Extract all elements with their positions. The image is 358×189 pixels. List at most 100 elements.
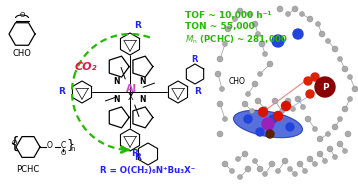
Circle shape — [262, 106, 267, 112]
Circle shape — [217, 101, 223, 107]
Text: CHO: CHO — [13, 50, 32, 59]
Text: R = O(CH₂)₆N⁺Bu₃X⁻: R = O(CH₂)₆N⁺Bu₃X⁻ — [100, 167, 195, 176]
Text: PCHC: PCHC — [16, 164, 40, 174]
Circle shape — [295, 96, 301, 102]
Circle shape — [225, 26, 231, 32]
Circle shape — [352, 86, 358, 92]
Circle shape — [252, 159, 257, 163]
Circle shape — [292, 171, 297, 177]
Circle shape — [276, 169, 281, 174]
Text: n: n — [71, 146, 75, 152]
Circle shape — [250, 108, 255, 114]
Circle shape — [217, 56, 223, 62]
Circle shape — [305, 116, 311, 122]
Polygon shape — [72, 81, 92, 103]
Circle shape — [259, 41, 265, 47]
Text: R: R — [135, 153, 141, 163]
Circle shape — [222, 161, 228, 167]
Circle shape — [244, 115, 252, 123]
Circle shape — [258, 108, 267, 116]
Text: O: O — [11, 140, 17, 146]
Text: R: R — [135, 22, 141, 30]
Circle shape — [348, 74, 353, 80]
Circle shape — [338, 57, 343, 61]
Circle shape — [332, 46, 338, 52]
Circle shape — [290, 106, 295, 112]
Text: }: } — [66, 139, 74, 152]
Circle shape — [287, 167, 292, 171]
Circle shape — [229, 169, 234, 174]
Text: R: R — [194, 88, 202, 97]
Text: X: X — [128, 92, 134, 101]
Circle shape — [306, 90, 314, 98]
Text: TON ~ 55,000: TON ~ 55,000 — [185, 22, 255, 31]
Circle shape — [262, 118, 274, 130]
Text: P: P — [322, 83, 328, 91]
Circle shape — [267, 61, 273, 67]
Circle shape — [307, 16, 313, 22]
Circle shape — [313, 126, 318, 132]
Circle shape — [252, 81, 258, 87]
Circle shape — [217, 131, 223, 137]
Circle shape — [252, 21, 258, 27]
Circle shape — [343, 149, 348, 153]
Circle shape — [307, 156, 313, 162]
Circle shape — [237, 174, 242, 180]
Text: R: R — [192, 54, 198, 64]
Circle shape — [325, 39, 330, 43]
Text: N: N — [114, 95, 120, 105]
Circle shape — [262, 51, 267, 57]
Circle shape — [256, 32, 261, 36]
Text: TOF ~ 10,000 h⁻¹: TOF ~ 10,000 h⁻¹ — [185, 11, 271, 20]
Circle shape — [342, 66, 348, 72]
Circle shape — [337, 141, 343, 147]
Circle shape — [313, 161, 318, 167]
Text: $\it{M}_\mathrm{n}$ (PCHC) ~ 281,000: $\it{M}_\mathrm{n}$ (PCHC) ~ 281,000 — [185, 33, 287, 46]
Text: R: R — [131, 149, 139, 159]
Circle shape — [300, 105, 305, 109]
Circle shape — [262, 171, 267, 177]
Bar — [215, 0, 358, 189]
Circle shape — [293, 29, 303, 39]
Circle shape — [247, 12, 252, 16]
Circle shape — [256, 128, 264, 136]
Text: Al: Al — [126, 84, 136, 94]
Circle shape — [277, 6, 283, 12]
Circle shape — [332, 124, 338, 130]
Circle shape — [242, 101, 248, 107]
Circle shape — [223, 116, 227, 122]
Text: O: O — [19, 12, 25, 18]
Circle shape — [327, 146, 333, 152]
Circle shape — [325, 132, 330, 136]
Circle shape — [348, 97, 353, 101]
Circle shape — [223, 42, 227, 46]
Circle shape — [304, 77, 312, 85]
Circle shape — [281, 101, 290, 111]
Circle shape — [257, 71, 262, 77]
Circle shape — [311, 73, 319, 81]
Circle shape — [300, 12, 305, 16]
Circle shape — [323, 159, 328, 163]
Text: CO₂: CO₂ — [75, 62, 97, 72]
Circle shape — [280, 108, 285, 114]
Polygon shape — [121, 129, 140, 151]
Circle shape — [272, 35, 284, 47]
Circle shape — [274, 112, 282, 121]
Text: O: O — [60, 150, 66, 156]
Circle shape — [345, 131, 351, 137]
Circle shape — [255, 98, 261, 104]
Circle shape — [285, 12, 290, 16]
Text: O: O — [47, 140, 53, 149]
Circle shape — [237, 8, 243, 14]
Circle shape — [317, 136, 323, 142]
Polygon shape — [121, 33, 140, 55]
Circle shape — [246, 91, 251, 97]
Circle shape — [315, 22, 320, 26]
Text: {: { — [9, 135, 19, 151]
Circle shape — [282, 158, 288, 164]
Circle shape — [333, 154, 338, 160]
Circle shape — [269, 115, 277, 123]
Circle shape — [286, 123, 294, 131]
Text: N: N — [140, 95, 146, 105]
Circle shape — [269, 161, 275, 167]
